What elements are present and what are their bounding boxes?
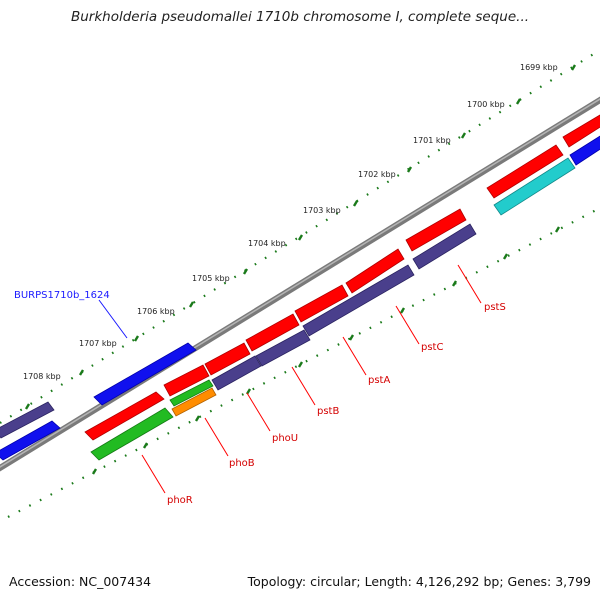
gene-label-psts: pstS [484, 302, 506, 313]
inner-tick-ring [7, 207, 600, 518]
map-title: Burkholderia pseudomallei 1710b chromoso… [70, 9, 530, 25]
locus-label-burps1710b-1624: BURPS1710b_1624 [14, 290, 110, 301]
kbp-labels: 1699 kbp 1700 kbp 1701 kbp 1702 kbp 1703… [23, 63, 558, 381]
gene-label-phou: phoU [272, 433, 298, 444]
kbp-label: 1704 kbp [248, 239, 286, 248]
kbp-label: 1702 kbp [358, 170, 396, 179]
accession-text: Accession: NC_007434 [9, 574, 152, 589]
gene-psts-red[interactable] [405, 208, 467, 252]
gene-leader-lines [141, 264, 482, 494]
gene-psts-purple[interactable] [412, 223, 477, 270]
gene-red-right[interactable] [486, 144, 564, 199]
gene-phor-red[interactable] [84, 391, 165, 441]
gene-label-phor: phoR [167, 495, 193, 506]
gene-phob-orange[interactable] [171, 387, 217, 417]
gene-purple-left[interactable] [0, 401, 55, 439]
gene-pstc-red[interactable] [345, 248, 405, 294]
genome-backbone [0, 96, 600, 472]
gene-label-psta: pstA [368, 375, 390, 386]
gene-label-phob: phoB [229, 458, 255, 469]
gene-psta-red[interactable] [294, 284, 349, 323]
kbp-label: 1707 kbp [79, 339, 117, 348]
kbp-label: 1701 kbp [413, 136, 451, 145]
outer-tick-ring [0, 49, 600, 424]
genes [0, 112, 600, 461]
locus-annotation: BURPS1710b_1624 [14, 290, 128, 339]
kbp-label: 1706 kbp [137, 307, 175, 316]
gene-pstb-red[interactable] [245, 313, 300, 352]
kbp-label: 1703 kbp [303, 206, 341, 215]
gene-burps1710b-1624[interactable] [93, 342, 197, 406]
kbp-label: 1705 kbp [192, 274, 230, 283]
kbp-label: 1700 kbp [467, 100, 505, 109]
gene-blue-far-right[interactable] [569, 133, 600, 166]
gene-psta-purple[interactable] [302, 264, 415, 337]
topology-text: Topology: circular; Length: 4,126,292 bp… [247, 574, 591, 589]
gene-red-far-right[interactable] [562, 112, 600, 148]
kbp-label: 1699 kbp [520, 63, 558, 72]
gene-label-pstb: pstB [317, 406, 339, 417]
gene-cyan-right[interactable] [493, 157, 576, 216]
kbp-label: 1708 kbp [23, 372, 61, 381]
gene-phor-green[interactable] [90, 407, 174, 461]
gene-phou-red[interactable] [204, 342, 251, 376]
gene-phob-red[interactable] [163, 364, 210, 397]
gene-phob-green[interactable] [169, 379, 214, 407]
gene-labels: phoR phoB phoU pstB pstA pstC pstS [167, 302, 506, 506]
gene-label-pstc: pstC [421, 342, 443, 353]
gene-phou-purple[interactable] [211, 355, 262, 391]
gene-blue-left[interactable] [0, 420, 61, 461]
gene-pstb-purple[interactable] [255, 329, 311, 367]
